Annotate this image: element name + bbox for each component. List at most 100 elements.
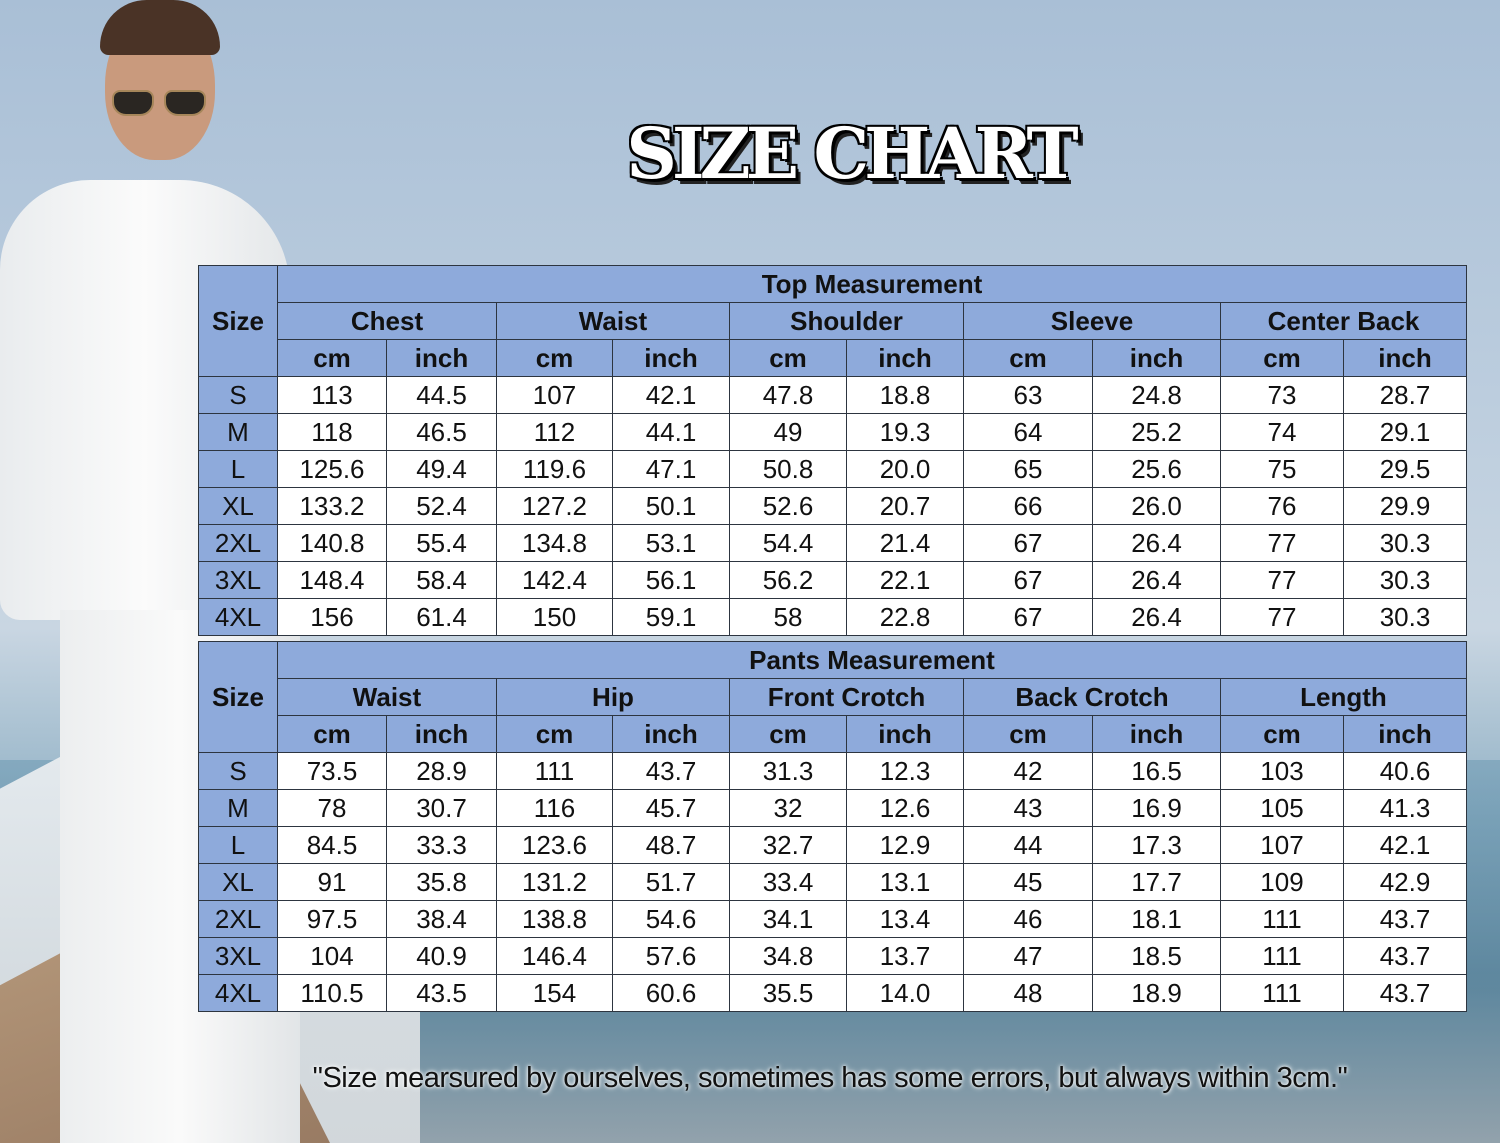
value-cell: 43.7 bbox=[1343, 937, 1467, 975]
value-cell: 111 bbox=[496, 752, 613, 790]
value-cell: 76 bbox=[1220, 487, 1344, 525]
value-cell: 154 bbox=[496, 974, 613, 1012]
table-row: 4XL 156 61.4 150 59.1 58 22.8 67 26.4 77 30.3 bbox=[198, 598, 1467, 636]
pants-measurement-table: Size Pants Measurement Waist Hip Front Crotc… bbox=[198, 641, 1467, 1012]
value-cell: 25.2 bbox=[1092, 413, 1221, 451]
value-cell: 22.1 bbox=[846, 561, 964, 599]
unit-header: inch bbox=[846, 715, 964, 753]
value-cell: 63 bbox=[963, 376, 1093, 414]
value-cell: 42.1 bbox=[612, 376, 730, 414]
value-cell: 67 bbox=[963, 561, 1093, 599]
value-cell: 47.8 bbox=[729, 376, 847, 414]
unit-header: inch bbox=[1343, 715, 1467, 753]
unit-header: inch bbox=[386, 715, 497, 753]
unit-header: cm bbox=[277, 715, 387, 753]
value-cell: 44.5 bbox=[386, 376, 497, 414]
size-cell: 4XL bbox=[198, 598, 278, 636]
unit-header-row: cm inch cm inch cm inch cm inch cm inch bbox=[199, 715, 1467, 753]
value-cell: 131.2 bbox=[496, 863, 613, 901]
unit-header: inch bbox=[1343, 339, 1467, 377]
table-row: 3XL 148.4 58.4 142.4 56.1 56.2 22.1 67 26.4 77 30.… bbox=[198, 561, 1467, 599]
unit-header: inch bbox=[1092, 715, 1221, 753]
value-cell: 107 bbox=[1220, 826, 1344, 864]
value-cell: 32 bbox=[729, 789, 847, 827]
unit-header: inch bbox=[612, 715, 730, 753]
value-cell: 103 bbox=[1220, 752, 1344, 790]
value-cell: 35.8 bbox=[386, 863, 497, 901]
value-cell: 75 bbox=[1220, 450, 1344, 488]
table-row: XL 133.2 52.4 127.2 50.1 52.6 20.7 66 26.0 76 29.9 bbox=[198, 487, 1467, 525]
value-cell: 33.4 bbox=[729, 863, 847, 901]
value-cell: 14.0 bbox=[846, 974, 964, 1012]
group-header-row: Waist Hip Front Crotch Back Crotch Length bbox=[199, 678, 1467, 716]
size-cell: S bbox=[198, 752, 278, 790]
value-cell: 118 bbox=[277, 413, 387, 451]
value-cell: 84.5 bbox=[277, 826, 387, 864]
measurement-header: Chest bbox=[277, 302, 497, 340]
value-cell: 60.6 bbox=[612, 974, 730, 1012]
value-cell: 52.6 bbox=[729, 487, 847, 525]
value-cell: 54.4 bbox=[729, 524, 847, 562]
value-cell: 116 bbox=[496, 789, 613, 827]
unit-header: cm bbox=[1220, 715, 1344, 753]
value-cell: 146.4 bbox=[496, 937, 613, 975]
measurement-header: Waist bbox=[277, 678, 497, 716]
value-cell: 18.1 bbox=[1092, 900, 1221, 938]
value-cell: 150 bbox=[496, 598, 613, 636]
table-row: 2XL 97.5 38.4 138.8 54.6 34.1 13.4 46 18.1 111 43.… bbox=[198, 900, 1467, 938]
value-cell: 49 bbox=[729, 413, 847, 451]
value-cell: 109 bbox=[1220, 863, 1344, 901]
value-cell: 12.6 bbox=[846, 789, 964, 827]
value-cell: 44 bbox=[963, 826, 1093, 864]
value-cell: 21.4 bbox=[846, 524, 964, 562]
table-row: M 118 46.5 112 44.1 49 19.3 64 25.2 74 29.1 bbox=[198, 413, 1467, 451]
value-cell: 58 bbox=[729, 598, 847, 636]
table-title-row: Size Pants Measurement bbox=[198, 641, 1467, 753]
unit-header: inch bbox=[612, 339, 730, 377]
page-title: SIZE CHART bbox=[626, 112, 1078, 195]
size-cell: XL bbox=[198, 487, 278, 525]
size-cell: 4XL bbox=[198, 974, 278, 1012]
value-cell: 34.1 bbox=[729, 900, 847, 938]
value-cell: 113 bbox=[277, 376, 387, 414]
unit-header: inch bbox=[386, 339, 497, 377]
value-cell: 42.9 bbox=[1343, 863, 1467, 901]
value-cell: 30.7 bbox=[386, 789, 497, 827]
measurement-header: Center Back bbox=[1220, 302, 1467, 340]
value-cell: 26.4 bbox=[1092, 561, 1221, 599]
unit-header: cm bbox=[277, 339, 387, 377]
unit-header: cm bbox=[729, 339, 847, 377]
sunglasses-icon bbox=[112, 90, 212, 116]
unit-header: cm bbox=[496, 715, 613, 753]
unit-header-row: cm inch cm inch cm inch cm inch cm inch bbox=[199, 339, 1467, 377]
value-cell: 73.5 bbox=[277, 752, 387, 790]
table-row: 2XL 140.8 55.4 134.8 53.1 54.4 21.4 67 26.4 77 30.… bbox=[198, 524, 1467, 562]
group-header-row: Chest Waist Shoulder Sleeve Center Back bbox=[199, 302, 1467, 340]
value-cell: 41.3 bbox=[1343, 789, 1467, 827]
value-cell: 78 bbox=[277, 789, 387, 827]
measurement-header: Waist bbox=[496, 302, 730, 340]
value-cell: 50.8 bbox=[729, 450, 847, 488]
value-cell: 12.9 bbox=[846, 826, 964, 864]
table-row: L 84.5 33.3 123.6 48.7 32.7 12.9 44 17.3 107 42.1 bbox=[198, 826, 1467, 864]
value-cell: 73 bbox=[1220, 376, 1344, 414]
value-cell: 77 bbox=[1220, 561, 1344, 599]
unit-header: inch bbox=[1092, 339, 1221, 377]
measurement-header: Length bbox=[1220, 678, 1467, 716]
value-cell: 45.7 bbox=[612, 789, 730, 827]
size-cell: M bbox=[198, 413, 278, 451]
measurement-header: Back Crotch bbox=[963, 678, 1221, 716]
table-title: Top Measurement bbox=[277, 265, 1467, 303]
table-row: XL 91 35.8 131.2 51.7 33.4 13.1 45 17.7 109 42.9 bbox=[198, 863, 1467, 901]
unit-header: cm bbox=[729, 715, 847, 753]
value-cell: 55.4 bbox=[386, 524, 497, 562]
size-cell: 3XL bbox=[198, 937, 278, 975]
table-row: L 125.6 49.4 119.6 47.1 50.8 20.0 65 25.6 75 29.5 bbox=[198, 450, 1467, 488]
value-cell: 67 bbox=[963, 598, 1093, 636]
value-cell: 18.8 bbox=[846, 376, 964, 414]
value-cell: 48.7 bbox=[612, 826, 730, 864]
value-cell: 105 bbox=[1220, 789, 1344, 827]
value-cell: 33.3 bbox=[386, 826, 497, 864]
value-cell: 111 bbox=[1220, 937, 1344, 975]
value-cell: 17.3 bbox=[1092, 826, 1221, 864]
